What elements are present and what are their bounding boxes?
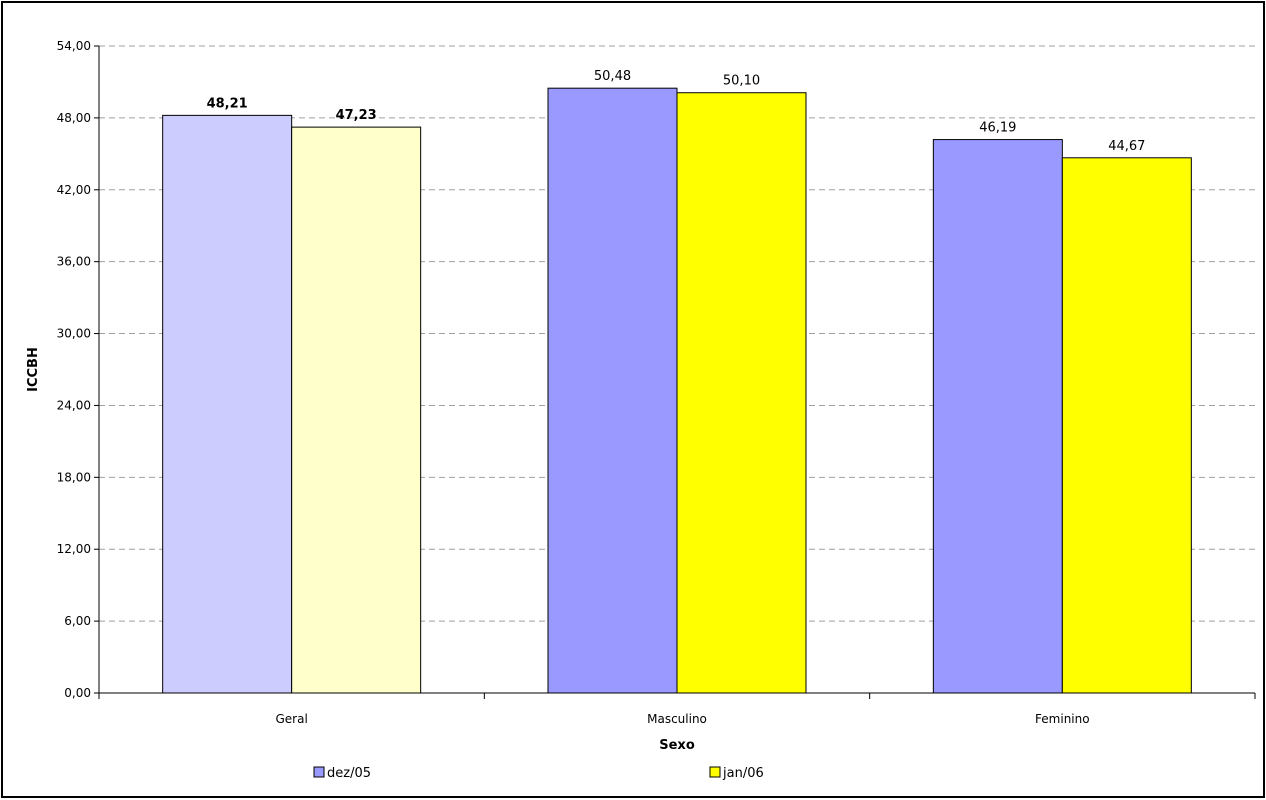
bar-dez-05-geral [162, 114, 293, 694]
y-tick-label: 54,00 [57, 39, 91, 53]
y-tick-label: 6,00 [64, 614, 91, 628]
data-label: 50,10 [723, 74, 760, 89]
y-tick-label: 42,00 [57, 183, 91, 197]
y-tick-label: 30,00 [57, 327, 91, 341]
data-labels: 48,21 47,23 50,48 50,10 46,19 44,67 [207, 69, 1146, 154]
bar-dez-05-masculino [547, 87, 678, 694]
x-tick-label: Geral [276, 712, 308, 726]
data-label: 50,48 [594, 69, 631, 84]
bar-jan-06-masculino [676, 92, 807, 694]
y-axis-label: ICCBH [26, 347, 41, 392]
x-tick-label: Masculino [647, 712, 707, 726]
y-tick-label: 36,00 [57, 255, 91, 269]
legend-label: dez/05 [327, 766, 371, 781]
x-axis-label: Sexo [659, 738, 695, 753]
data-label: 46,19 [979, 121, 1016, 136]
y-tick-label: 18,00 [57, 470, 91, 484]
legend-label: jan/06 [722, 766, 764, 781]
data-label: 48,21 [207, 96, 248, 111]
bar-jan-06-geral [291, 126, 422, 694]
data-label: 47,23 [336, 108, 377, 123]
bar-chart: 0,00 6,00 12,00 18,00 24,00 30,00 36,00 42,00 48… [26, 39, 1256, 781]
data-label: 44,67 [1108, 139, 1145, 154]
y-tick-label: 48,00 [57, 111, 91, 125]
y-tick-label: 0,00 [64, 686, 91, 700]
bar-jan-06-feminino [1061, 157, 1192, 694]
legend-swatch [313, 766, 325, 778]
legend: dez/05 jan/06 [313, 766, 764, 781]
legend-swatch [709, 766, 721, 778]
x-tick-label: Feminino [1035, 712, 1090, 726]
bar-dez-05-feminino [932, 139, 1063, 694]
axes: 0,00 6,00 12,00 18,00 24,00 30,00 36,00 42,00 48… [57, 39, 1256, 726]
bars [162, 87, 1192, 694]
y-tick-label: 24,00 [57, 398, 91, 412]
y-tick-label: 12,00 [57, 542, 91, 556]
